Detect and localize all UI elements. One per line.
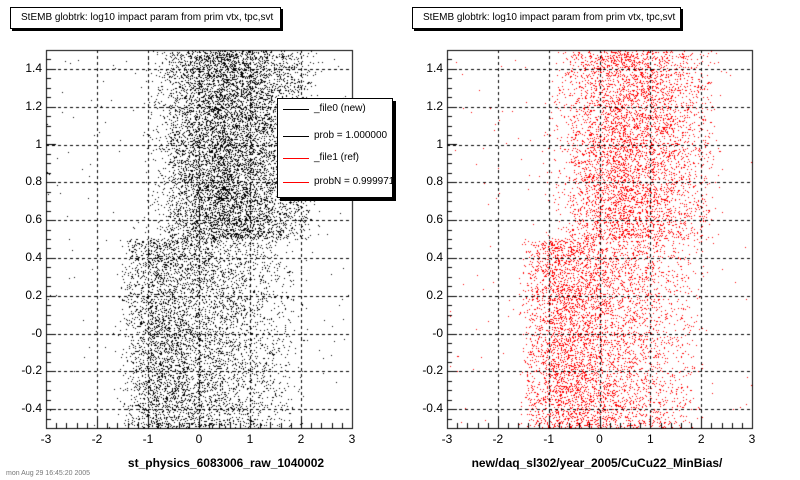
y-tick-label: 0.2 (25, 287, 42, 302)
y-tick-label: -0.4 (422, 401, 443, 416)
legend: _file0 (new) prob = 1.000000 _file1 (ref… (277, 98, 393, 198)
y-tick-label: 1 (436, 136, 443, 151)
y-tick-label: 0.4 (426, 249, 443, 264)
y-tick-label: 1.4 (25, 60, 42, 75)
y-tick-label: 0.6 (426, 212, 443, 227)
y-tick-label: 1.2 (25, 98, 42, 113)
left-x-axis-label: st_physics_6083006_raw_1040002 (127, 456, 325, 470)
y-tick-label: -0.4 (21, 401, 42, 416)
x-tick-label: -2 (91, 432, 103, 446)
legend-label: _file0 (new) (314, 103, 366, 114)
y-tick-label: 0.2 (426, 287, 443, 302)
x-tick-label: 2 (697, 432, 705, 446)
x-tick-label: -3 (441, 432, 453, 446)
legend-line-icon (283, 158, 309, 159)
y-tick-label: -0.2 (21, 363, 42, 378)
x-tick-label: 0 (195, 432, 203, 446)
y-tick-label: 1.2 (426, 98, 443, 113)
legend-label: prob = 1.000000 (314, 130, 388, 141)
y-tick-label: -0 (432, 325, 443, 340)
x-tick-label: 3 (348, 432, 356, 446)
legend-entry: probN = 0.999971 (278, 172, 393, 192)
legend-entry: _file1 (ref) (278, 148, 392, 168)
y-tick-label: -0 (31, 325, 42, 340)
y-tick-label: 0.8 (25, 174, 42, 189)
legend-entry: prob = 1.000000 (278, 126, 392, 146)
x-tick-label: -1 (543, 432, 554, 446)
y-tick-label: 0.6 (25, 212, 42, 227)
legend-label: probN = 0.999971 (314, 176, 393, 187)
x-tick-label: -2 (492, 432, 504, 446)
y-tick-label: 1.4 (426, 60, 443, 75)
x-tick-label: 3 (748, 432, 756, 446)
right-plot-title: StEMB globtrk: log10 impact param from p… (412, 7, 681, 29)
y-tick-label: -0.2 (422, 363, 443, 378)
y-tick-label: 0.4 (25, 249, 42, 264)
right-x-axis-label: new/daq_sl302/year_2005/CuCu22_MinBias/ (471, 456, 723, 470)
x-tick-label: 1 (246, 432, 254, 446)
x-tick-label: 0 (596, 432, 603, 446)
footer-timestamp: mon Aug 29 16:45:20 2005 (6, 470, 91, 477)
y-tick-label: 0.8 (426, 174, 443, 189)
x-tick-label: -3 (40, 432, 52, 446)
legend-entry: _file0 (new) (278, 99, 392, 119)
x-tick-label: -1 (142, 432, 154, 446)
y-tick-label: 1 (35, 136, 42, 151)
x-tick-label: 2 (297, 432, 305, 446)
left-plot-title: StEMB globtrk: log10 impact param from p… (10, 7, 281, 29)
legend-line-icon (283, 109, 309, 110)
legend-line-icon (283, 182, 309, 183)
legend-line-icon (283, 136, 309, 137)
legend-label: _file1 (ref) (314, 152, 360, 163)
x-tick-label: 1 (646, 432, 654, 446)
